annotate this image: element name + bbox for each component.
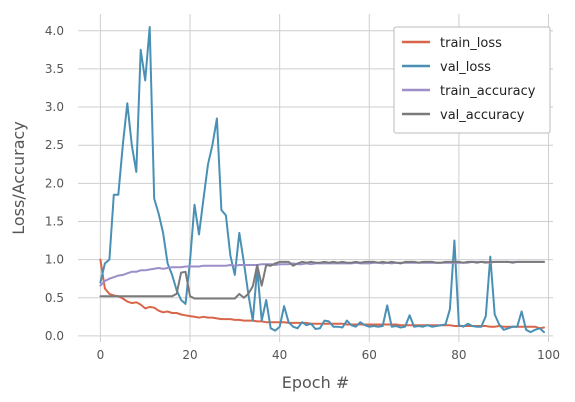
- grid: [78, 14, 553, 342]
- x-tick-label: 40: [272, 348, 287, 362]
- legend-label-val-accuracy: val_accuracy: [440, 108, 525, 123]
- y-tick-label: 4.0: [45, 24, 64, 38]
- y-tick-label: 3.5: [45, 62, 64, 76]
- y-axis-title: Loss/Accuracy: [9, 121, 28, 235]
- x-tick-label: 20: [182, 348, 197, 362]
- y-tick-label: 0.5: [45, 291, 64, 305]
- series-line-train-loss: [99, 258, 545, 330]
- legend-label-train-accuracy: train_accuracy: [440, 84, 536, 99]
- y-tick-label: 2.5: [45, 138, 64, 152]
- x-tick-label: 60: [362, 348, 377, 362]
- legend: train_loss val_loss train_accuracy val_accu…: [393, 26, 551, 134]
- series-line-train-accuracy: [99, 260, 545, 287]
- x-tick-label: 80: [451, 348, 466, 362]
- y-tick-label: 0.0: [45, 329, 64, 343]
- series-line-val-loss: [99, 26, 545, 334]
- y-tick-label: 1.0: [45, 253, 64, 267]
- y-tick-label: 1.5: [45, 214, 64, 228]
- y-tick-label: 3.0: [45, 100, 64, 114]
- tick-labels: 0.0 0.5 1.0 1.5 2.0 2.5 3.0 3.5 4.0 0 20 40 60 80 100: [45, 24, 560, 362]
- series-lines: [99, 26, 545, 334]
- legend-label-train-loss: train_loss: [440, 36, 502, 51]
- series-line-val-accuracy: [99, 260, 545, 300]
- legend-box: [393, 26, 551, 134]
- legend-label-val-loss: val_loss: [440, 60, 491, 75]
- y-tick-label: 2.0: [45, 176, 64, 190]
- x-axis-title: Epoch #: [282, 373, 349, 392]
- x-tick-label: 0: [97, 348, 105, 362]
- x-tick-label: 100: [537, 348, 560, 362]
